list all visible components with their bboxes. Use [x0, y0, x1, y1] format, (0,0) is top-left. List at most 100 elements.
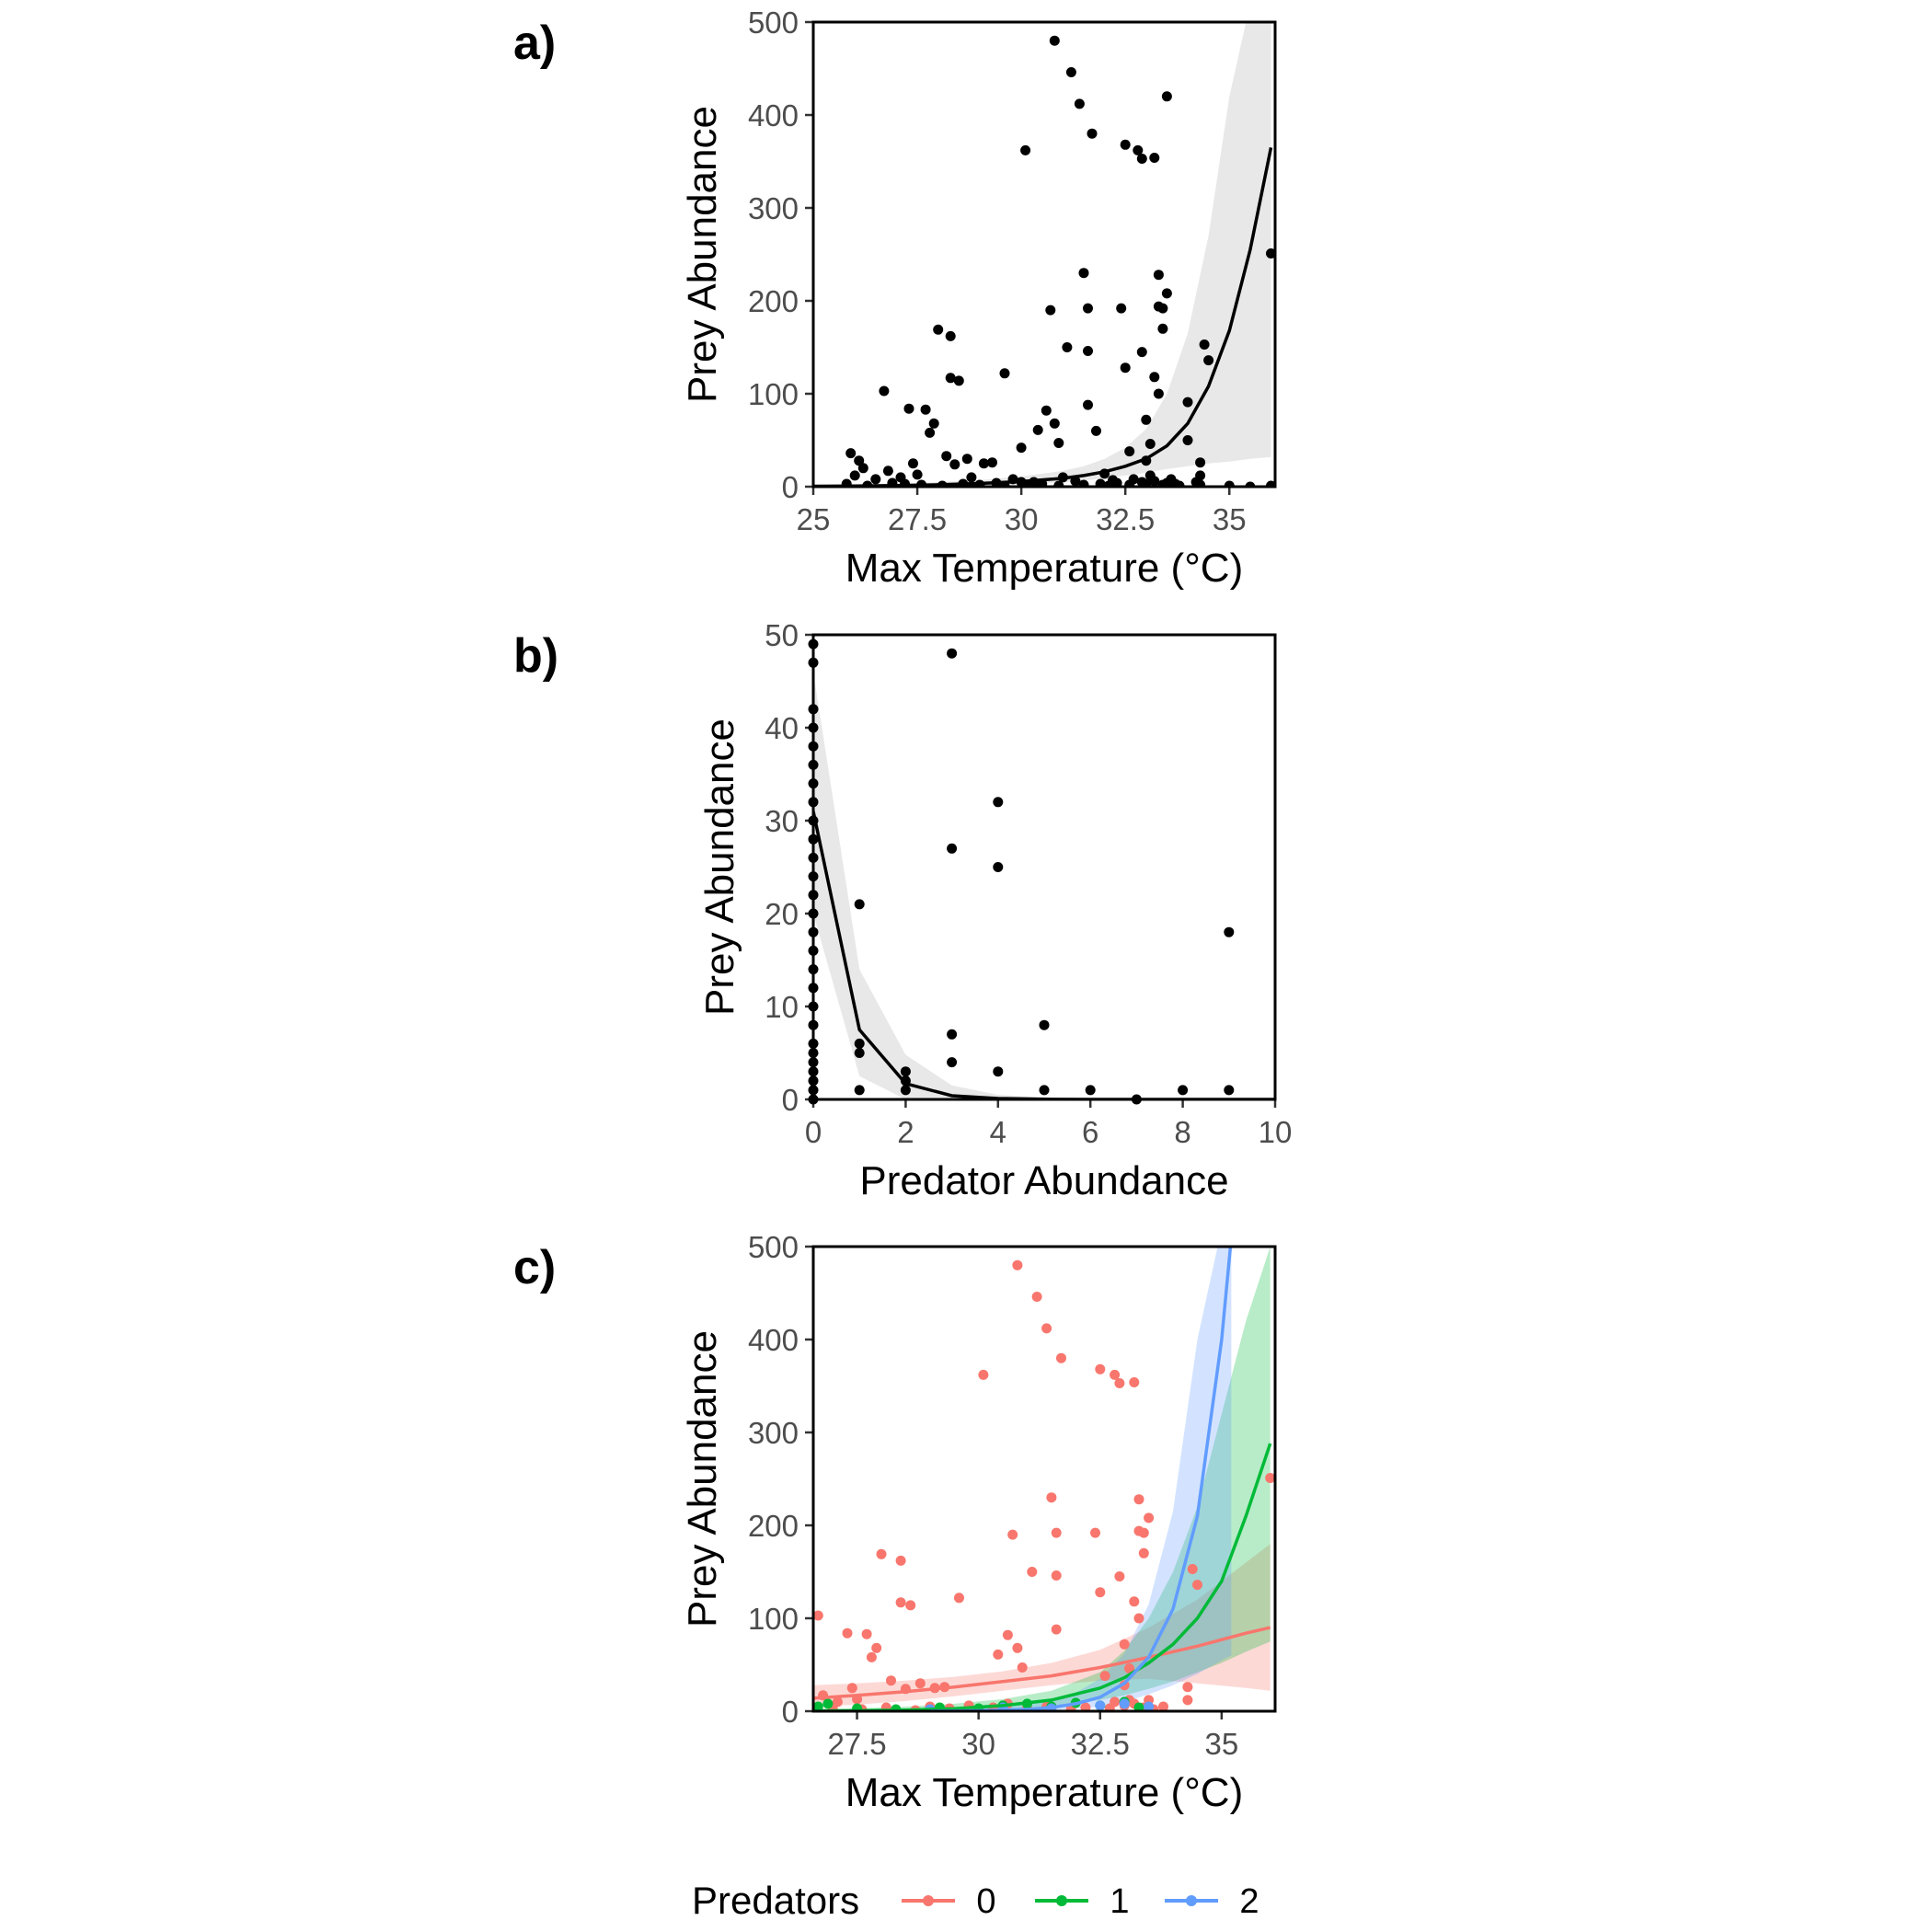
panel-a-y-tick-label: 100: [748, 377, 799, 411]
data-point: [947, 648, 958, 659]
panel-c: c) 27.5 30 32.5 35 0 100 200 300 400 500 Max Temp…: [513, 1230, 1277, 1815]
panel-b-x-tick-label: 4: [990, 1115, 1006, 1149]
data-point-predators-0: [1007, 1529, 1018, 1540]
data-point-predators-0: [813, 1610, 823, 1621]
data-point-predators-0: [1099, 1671, 1110, 1682]
data-point: [947, 843, 958, 854]
legend: Predators 0 1 2: [692, 1879, 1259, 1922]
panel-a-y-tick-label: 400: [748, 98, 799, 132]
data-point-predators-0: [1114, 1378, 1125, 1388]
confidence-ribbon-predators-0: [813, 1544, 1271, 1707]
data-point: [1045, 305, 1056, 316]
data-point: [1120, 362, 1131, 374]
data-point-predators-0: [1031, 1292, 1042, 1302]
data-point: [1078, 479, 1089, 487]
data-point-predators-0: [866, 1651, 877, 1662]
data-point-predators-0: [1110, 1696, 1121, 1708]
data-point: [999, 368, 1010, 379]
data-point-predators-1: [1133, 1702, 1144, 1711]
data-point-predators-0: [1051, 1570, 1062, 1581]
data-point-predators-0: [954, 1593, 964, 1604]
data-point-predators-0: [1114, 1571, 1125, 1581]
fit-line: [813, 811, 1275, 1099]
data-point: [882, 466, 893, 477]
data-point: [1085, 1085, 1096, 1096]
panel-b-y-tick-label: 50: [765, 618, 799, 652]
data-point: [870, 474, 881, 485]
data-point: [1174, 480, 1185, 487]
data-point-predators-0: [1129, 1596, 1140, 1607]
legend-key-point-2: [1186, 1895, 1197, 1906]
panel-a-x-tick-label: 27.5: [888, 502, 947, 536]
data-point: [993, 862, 1004, 872]
confidence-ribbon: [813, 672, 1275, 1099]
data-point: [1062, 342, 1073, 352]
panel-a-x-tick-label: 32.5: [1096, 502, 1155, 536]
data-point: [1153, 388, 1164, 399]
panel-c-y-tick-label: 500: [748, 1230, 799, 1264]
panel-b-y-tick-label: 0: [782, 1083, 799, 1117]
panel-b-x-tick-label: 10: [1259, 1115, 1293, 1149]
data-point: [908, 458, 918, 469]
data-point-predators-0: [1095, 1363, 1106, 1374]
data-point: [1161, 288, 1172, 299]
data-point: [1224, 1085, 1235, 1096]
panel-a-y-tick-label: 200: [748, 284, 799, 318]
data-point: [854, 1048, 865, 1058]
data-point: [1020, 144, 1031, 155]
data-point: [933, 324, 944, 335]
panel-b-fit: [813, 811, 1275, 1099]
panel-b-y-axis-title: Prey Abundance: [697, 719, 742, 1016]
data-point: [1083, 303, 1093, 314]
data-point: [1041, 405, 1052, 416]
panel-c-y-tick-label: 100: [748, 1602, 799, 1636]
data-point: [1032, 424, 1043, 435]
panel-a-fit: [813, 147, 1273, 487]
data-point: [1049, 35, 1060, 46]
data-point-predators-0: [895, 1597, 906, 1608]
legend-key-point-0: [923, 1895, 934, 1906]
data-point: [849, 470, 860, 481]
panel-c-x-tick-label: 35: [1205, 1727, 1239, 1761]
data-point: [1157, 323, 1168, 334]
panel-b-y-tick-label: 20: [765, 897, 799, 931]
data-point-predators-0: [914, 1678, 926, 1689]
data-point: [1182, 397, 1193, 408]
panel-b-x-tick-label: 8: [1174, 1115, 1190, 1149]
panel-a-x-tick-label: 25: [797, 502, 831, 536]
panel-c-y-tick-label: 300: [748, 1416, 799, 1450]
data-point: [1103, 480, 1114, 487]
data-point: [1161, 91, 1172, 102]
data-point: [1149, 372, 1160, 383]
panel-c-frame: [811, 1245, 1277, 1713]
data-point: [1128, 474, 1139, 485]
panel-c-label: c): [513, 1241, 556, 1294]
panel-b-x-tick-label: 6: [1082, 1115, 1098, 1149]
data-point: [1266, 248, 1275, 259]
data-point: [978, 458, 989, 469]
legend-key-point-1: [1056, 1895, 1067, 1906]
panel-a-label: a): [513, 17, 556, 70]
panel-b: b) 0 2 4 6 8 10 0 10 20 30 40 50 Predator Abundance…: [513, 618, 1292, 1203]
data-point: [987, 457, 997, 468]
panel-a-y-tick-label: 0: [782, 470, 799, 504]
data-point: [845, 448, 857, 459]
data-point-predators-0: [1192, 1580, 1202, 1591]
data-point: [1091, 425, 1101, 436]
data-point-predators-0: [876, 1548, 887, 1559]
panel-c-x-axis-title: Max Temperature (°C): [845, 1770, 1243, 1815]
fit-line: [813, 147, 1273, 487]
panel-a-confidence-ribbon: [813, 22, 1271, 487]
data-point: [947, 1029, 958, 1040]
panel-c-y-tick-label: 0: [782, 1695, 799, 1729]
panel-a-axes: 25 27.5 30 32.5 35 0 100 200 300 400 500: [748, 6, 1247, 536]
data-point-predators-0: [1051, 1624, 1062, 1635]
data-point-predators-0: [1051, 1527, 1062, 1538]
data-point: [920, 404, 931, 415]
data-point: [925, 427, 936, 438]
panel-b-x-axis-title: Predator Abundance: [859, 1158, 1228, 1203]
data-point: [1133, 144, 1144, 155]
data-point: [1224, 926, 1235, 937]
data-point: [1065, 67, 1076, 77]
